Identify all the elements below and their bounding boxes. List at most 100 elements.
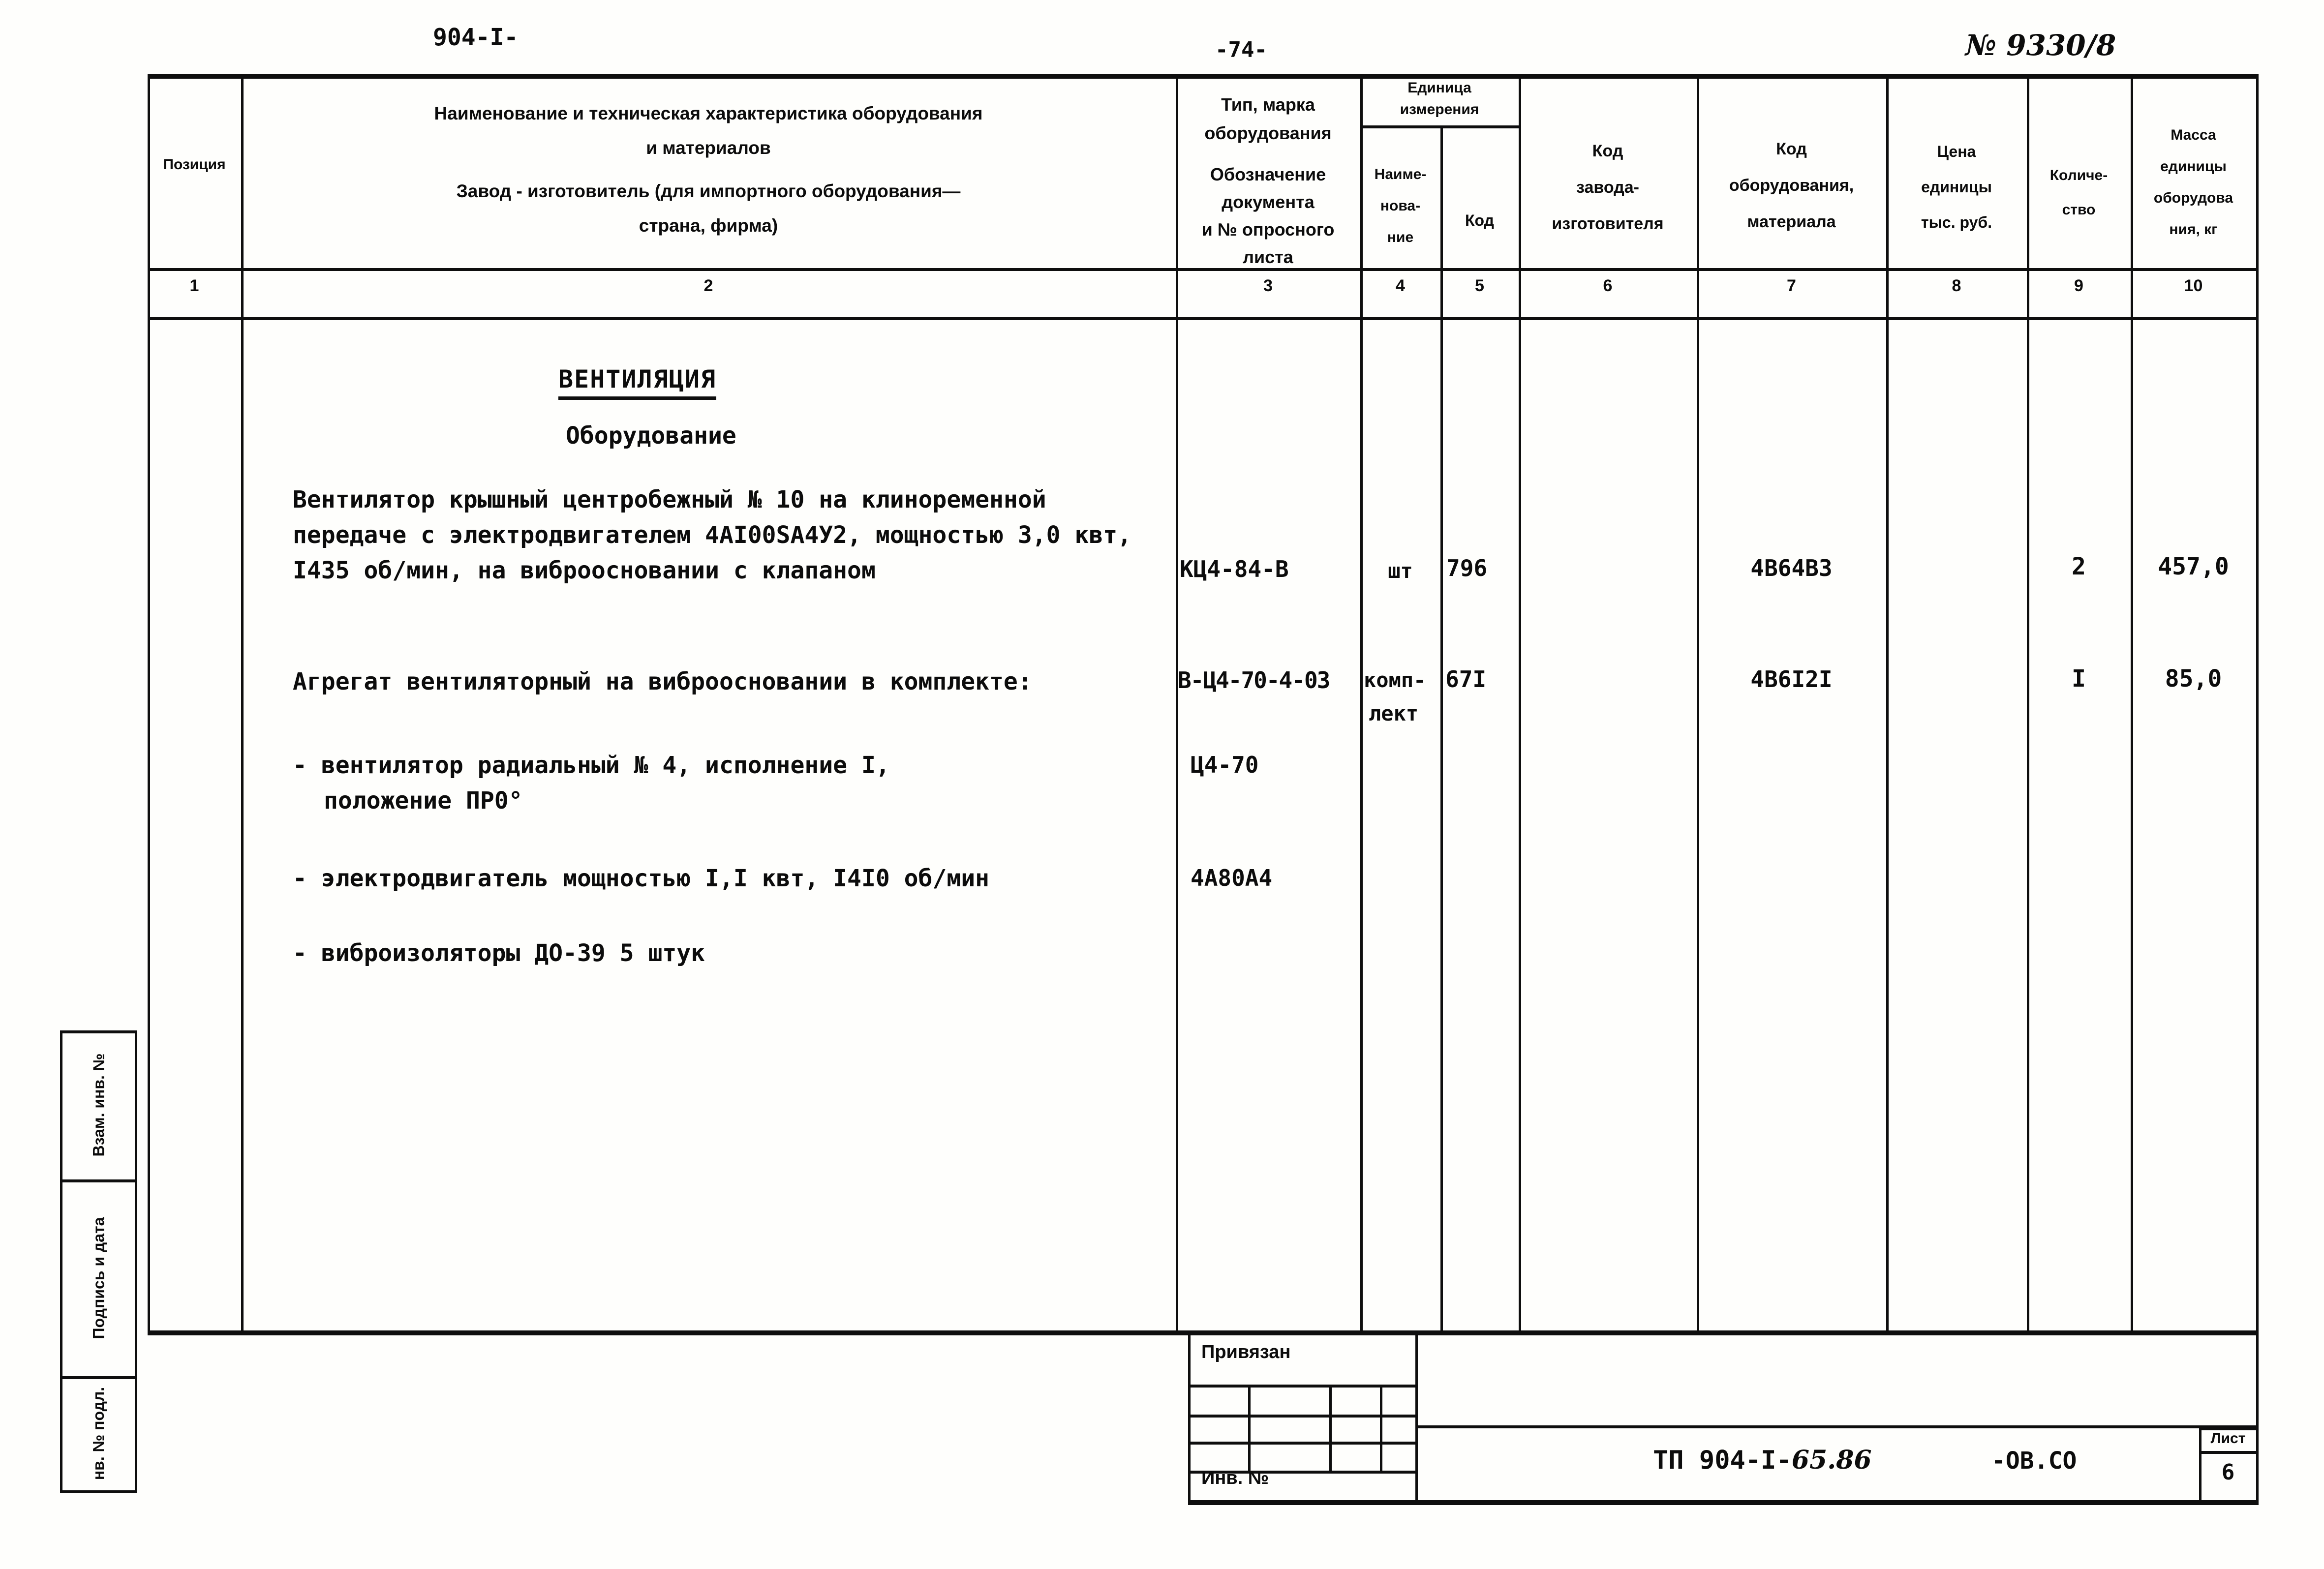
col9-header-line1: Количе- [2049, 167, 2108, 183]
col4-header-line2: нова- [1380, 198, 1421, 214]
col3-header-line3: Обозначение [1210, 164, 1326, 184]
numbers-row-line [148, 317, 2259, 320]
item1-unit-mass: 457,0 [2158, 553, 2229, 580]
group-title: Оборудование [566, 422, 736, 450]
title-block-top-line [1415, 1425, 2259, 1428]
margin-cell-line-bottom [60, 1490, 137, 1493]
unit-group-header-line1: Единица [1407, 80, 1471, 96]
col2-header-line4: страна, фирма) [639, 215, 778, 236]
col7-header-line3: материала [1747, 212, 1836, 231]
col-line-7-8 [1886, 74, 1889, 1333]
col-line-2-3 [1176, 74, 1178, 1333]
item4-type-mark: 4А80А4 [1191, 865, 1273, 891]
title-block-bottom-line [1188, 1500, 2259, 1505]
col3-header-line6: листа [1243, 247, 1293, 267]
col3-number: 3 [1263, 276, 1273, 295]
item1-name-line1: Вентилятор крышный центробежный № 10 на … [293, 486, 1046, 513]
stamp-inner-vline2 [1329, 1385, 1332, 1473]
item2-quantity: I [2072, 665, 2086, 693]
col3-header-line2: оборудования [1204, 123, 1332, 143]
doc-code-handwritten: 65.86 [1791, 1445, 1872, 1475]
stamp-top-label: Привязан [1201, 1342, 1291, 1362]
stamp-bottom-label: Инв. № [1201, 1468, 1269, 1488]
col2-header-line1: Наименование и техническая характеристик… [434, 103, 983, 123]
col4-number: 4 [1396, 276, 1405, 295]
item3-name-line1: - вентилятор радиальный № 4, исполнение … [293, 752, 890, 779]
col6-header-line2: завода- [1576, 178, 1639, 197]
table-bottom-border [148, 1330, 2259, 1335]
sheet-box-divider [2199, 1451, 2259, 1454]
col7-number: 7 [1787, 276, 1796, 295]
doc-code-typed: ТП 904-I- [1653, 1446, 1792, 1475]
stamp-inner-hline4 [1188, 1471, 1415, 1474]
col-line-3-4 [1360, 74, 1363, 1333]
top-left-code: 904-I- [433, 24, 519, 51]
col-line-1-2 [241, 74, 244, 1333]
doc-code: ТП 904-I-65.86 [1653, 1445, 1872, 1475]
table-left-border [148, 74, 150, 1333]
stamp-inner-hline2 [1188, 1415, 1415, 1418]
col6-header-line3: изготовителя [1552, 214, 1664, 233]
item2-unit-name-line1: комп- [1364, 668, 1426, 692]
sheet-box-left-border [2199, 1427, 2202, 1502]
unit-group-header-line2: измерения [1400, 101, 1479, 118]
col-line-5-6 [1519, 74, 1521, 1333]
item1-unit-code: 796 [1446, 555, 1488, 581]
item5-name-line1: - виброизоляторы ДО-39 5 штук [293, 939, 705, 967]
stamp-inner-hline1 [1188, 1385, 1415, 1388]
col-line-6-7 [1697, 74, 1699, 1333]
col-line-4-5 [1440, 125, 1443, 1333]
stamp-inner-vline1 [1248, 1385, 1251, 1473]
col8-header-line1: Цена [1937, 143, 1976, 160]
col7-header-line2: оборудования, [1729, 176, 1854, 195]
col4-header-line3: ние [1387, 229, 1414, 245]
margin-cell-line-mid2 [60, 1376, 137, 1379]
section-title: ВЕНТИЛЯЦИЯ [558, 365, 717, 400]
item3-name-line2: положение ПР0° [324, 787, 523, 815]
col10-header-line2: единицы [2160, 158, 2227, 175]
col9-header-line2: ство [2062, 202, 2096, 218]
col2-header-line3: Завод - изготовитель (для импортного обо… [456, 181, 961, 201]
item2-unit-name-line2: лект [1369, 701, 1419, 725]
item1-name-line3: I435 об/мин, на виброосновании с клапано… [293, 557, 876, 584]
item1-name-line2: передаче с электродвигателем 4АI00SА4У2,… [293, 521, 1132, 549]
sheet-label: Лист [2210, 1430, 2246, 1447]
col1-number: 1 [189, 276, 199, 295]
margin-label-inv-podl: нв. № подл. [90, 1387, 108, 1480]
margin-strip-right-border [135, 1030, 137, 1493]
item1-type-mark: КЦ4-84-В [1180, 556, 1289, 582]
margin-cell-line-mid1 [60, 1179, 137, 1182]
col10-header-line3: оборудова [2153, 190, 2233, 206]
col3-header-line5: и № опросного [1201, 219, 1335, 240]
col5-number: 5 [1475, 276, 1484, 295]
page-number: -74- [1215, 37, 1267, 62]
col2-header-line2: и материалов [646, 138, 771, 158]
header-bottom-line [148, 268, 2259, 271]
margin-strip-left-border [60, 1030, 62, 1493]
col-line-9-10 [2131, 74, 2133, 1333]
stamp-inner-hline3 [1188, 1442, 1415, 1445]
col6-header-line1: Код [1592, 142, 1623, 160]
item3-type-mark: Ц4-70 [1191, 752, 1259, 778]
col2-number: 2 [703, 276, 713, 295]
col1-header: Позиция [163, 156, 226, 173]
col-line-8-9 [2027, 74, 2029, 1333]
col5-header: Код [1465, 211, 1494, 229]
col10-number: 10 [2184, 276, 2203, 295]
item2-name-line1: Агрегат вентиляторный на виброосновании … [293, 668, 1032, 695]
col4-header-line1: Наиме- [1374, 166, 1427, 182]
sheet-box-top-line [2199, 1427, 2259, 1430]
col10-header-line4: ния, кг [2169, 221, 2218, 238]
item2-unit-mass: 85,0 [2165, 665, 2222, 693]
margin-label-podpis-data: Подпись и дата [90, 1217, 107, 1339]
col10-header-line1: Масса [2171, 127, 2216, 143]
doc-number-handwritten: № 9330/8 [1965, 29, 2116, 62]
item1-unit-name: шт [1388, 559, 1413, 583]
unit-group-divider [1360, 125, 1519, 128]
margin-label-vzam-inv: Взам. инв. № [90, 1053, 107, 1157]
item2-type-mark: В-Ц4-70-4-03 [1178, 667, 1330, 694]
stamp-inner-vline3 [1380, 1385, 1382, 1473]
doc-code-suffix: -ОВ.СО [1991, 1447, 2077, 1475]
col9-number: 9 [2074, 276, 2083, 295]
